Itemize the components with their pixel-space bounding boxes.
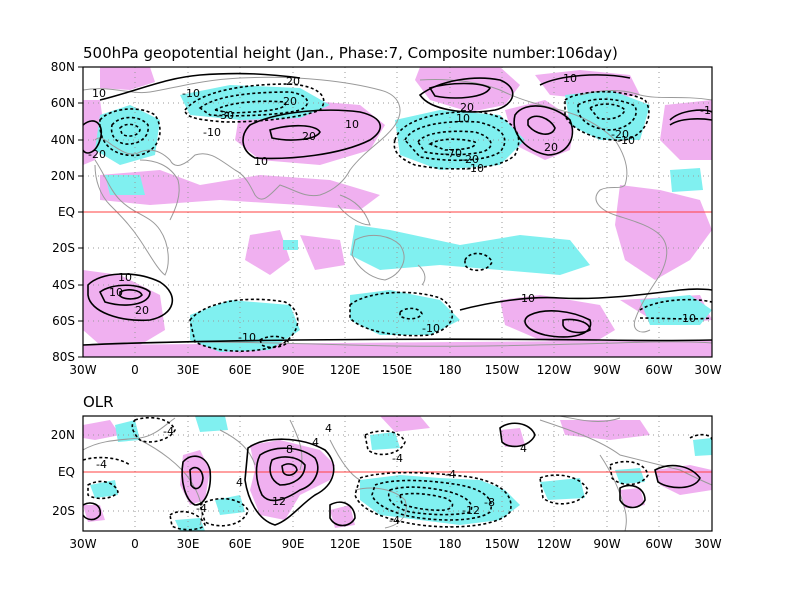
y-tick-label: 60N bbox=[51, 96, 75, 110]
y-tick-label: 40N bbox=[51, 133, 75, 147]
contour-label: 10 bbox=[456, 112, 470, 125]
contour-label: -10 bbox=[466, 162, 484, 175]
y-tick-label: 20N bbox=[51, 169, 75, 183]
contour-label: 20 bbox=[135, 304, 149, 317]
x-tick-label: 90W bbox=[593, 537, 620, 551]
x-tick-label: 180 bbox=[439, 363, 462, 377]
x-tick-label: 150W bbox=[485, 363, 520, 377]
top-panel-title: 500hPa geopotential height (Jan., Phase:… bbox=[83, 44, 618, 62]
bottom-x-axis: 30W 0 30E 60E 90E 120E 150E 180 150W 120… bbox=[69, 537, 721, 551]
top-map: 10 -20 -10 -30 20 -20 10 20 10 -10 10 20… bbox=[78, 66, 718, 358]
contour-label: -10 bbox=[700, 104, 718, 117]
contour-label: 20 bbox=[544, 141, 558, 154]
x-tick-label: 90E bbox=[282, 537, 305, 551]
contour-label: -4 bbox=[196, 502, 207, 515]
top-x-axis: 30W 0 30E 60E 90E 120E 150E 180 150W 120… bbox=[69, 363, 721, 377]
y-tick-label: 60S bbox=[52, 314, 75, 328]
contour-label: 10 bbox=[521, 292, 535, 305]
x-tick-label: 90W bbox=[593, 363, 620, 377]
x-tick-label: 90E bbox=[282, 363, 305, 377]
contour-label: -4 bbox=[392, 452, 403, 465]
contour-label: -20 bbox=[461, 153, 479, 166]
contour-label: 20 bbox=[460, 101, 474, 114]
olr-positive-contours bbox=[83, 422, 701, 527]
x-tick-label: 30W bbox=[694, 363, 721, 377]
x-tick-label: 0 bbox=[131, 537, 139, 551]
contour-label: 10 bbox=[118, 271, 132, 284]
contour-label: -4 bbox=[163, 425, 174, 438]
x-tick-label: 120W bbox=[537, 537, 572, 551]
x-tick-label: 60W bbox=[645, 363, 672, 377]
x-tick-label: 30E bbox=[177, 537, 200, 551]
positive-contours bbox=[83, 72, 712, 346]
olr-negative-contours bbox=[83, 416, 712, 531]
contour-label: -10 bbox=[422, 322, 440, 335]
contour-label: -10 bbox=[617, 134, 635, 147]
x-tick-label: 30W bbox=[69, 537, 96, 551]
contour-label: -10 bbox=[678, 312, 696, 325]
bottom-contour-labels: -4 -4 4 8 4 12 4 -4 -4 -8 -12 -4 -4 4 bbox=[96, 422, 527, 527]
x-tick-label: 30W bbox=[694, 537, 721, 551]
contour-label: 4 bbox=[520, 442, 527, 455]
x-tick-label: 150E bbox=[382, 363, 413, 377]
bottom-panel-title: OLR bbox=[83, 393, 114, 411]
x-tick-label: 0 bbox=[131, 363, 139, 377]
contour-label: -10 bbox=[238, 331, 256, 344]
x-tick-label: 120W bbox=[537, 363, 572, 377]
y-tick-label: EQ bbox=[58, 465, 75, 479]
bottom-map: -4 -4 4 8 4 12 4 -4 -4 -8 -12 -4 -4 4 bbox=[82, 415, 713, 532]
contour-label: -4 bbox=[445, 468, 456, 481]
x-tick-label: 60E bbox=[229, 363, 252, 377]
contour-label: 12 bbox=[272, 495, 286, 508]
contour-label: 10 bbox=[109, 286, 123, 299]
contour-label: 20 bbox=[286, 75, 300, 88]
y-tick-label: 40S bbox=[52, 278, 75, 292]
contour-label: -10 bbox=[182, 87, 200, 100]
x-tick-label: 120E bbox=[330, 537, 361, 551]
contour-label: -20 bbox=[279, 95, 297, 108]
bottom-panel-frame bbox=[82, 415, 713, 532]
olr-coastlines bbox=[83, 416, 712, 531]
contour-label: -10 bbox=[203, 126, 221, 139]
contour-label: -8 bbox=[484, 496, 495, 509]
y-tick-label: 80N bbox=[51, 60, 75, 74]
x-tick-label: 30E bbox=[177, 363, 200, 377]
contour-label: 10 bbox=[92, 87, 106, 100]
x-tick-label: 60E bbox=[229, 537, 252, 551]
x-tick-label: 150E bbox=[382, 537, 413, 551]
x-tick-label: 120E bbox=[330, 363, 361, 377]
contour-label: -4 bbox=[96, 458, 107, 471]
contour-label: -70 bbox=[444, 147, 462, 160]
contour-label: 20 bbox=[302, 130, 316, 143]
y-tick-label: EQ bbox=[58, 205, 75, 219]
y-tick-label: 20S bbox=[52, 241, 75, 255]
contour-label: 10 bbox=[345, 118, 359, 131]
y-tick-label: 80S bbox=[52, 350, 75, 364]
negative-contours bbox=[99, 83, 712, 352]
contour-label: -30 bbox=[216, 109, 234, 122]
top-y-axis: 80N 60N 40N 20N EQ 20S 40S 60S 80S bbox=[51, 60, 75, 364]
x-tick-label: 60W bbox=[645, 537, 672, 551]
contour-label: -20 bbox=[88, 148, 106, 161]
top-contour-labels: 10 -20 -10 -30 20 -20 10 20 10 -10 10 20… bbox=[88, 72, 718, 344]
contour-label: 10 bbox=[254, 155, 268, 168]
contour-label: 4 bbox=[236, 476, 243, 489]
contour-label: 8 bbox=[286, 443, 293, 456]
x-tick-label: 150W bbox=[485, 537, 520, 551]
contour-label: 4 bbox=[325, 422, 332, 435]
contour-label: -12 bbox=[462, 504, 480, 517]
bottom-y-axis: 20N EQ 20S bbox=[51, 428, 75, 518]
contour-label: -20 bbox=[611, 128, 629, 141]
contour-label: 10 bbox=[563, 72, 577, 85]
contour-label: -4 bbox=[389, 514, 400, 527]
y-tick-label: 20S bbox=[52, 504, 75, 518]
top-tick-marks bbox=[78, 66, 83, 358]
x-tick-label: 180 bbox=[439, 537, 462, 551]
x-tick-label: 30W bbox=[69, 363, 96, 377]
contour-label: 4 bbox=[312, 436, 319, 449]
y-tick-label: 20N bbox=[51, 428, 75, 442]
